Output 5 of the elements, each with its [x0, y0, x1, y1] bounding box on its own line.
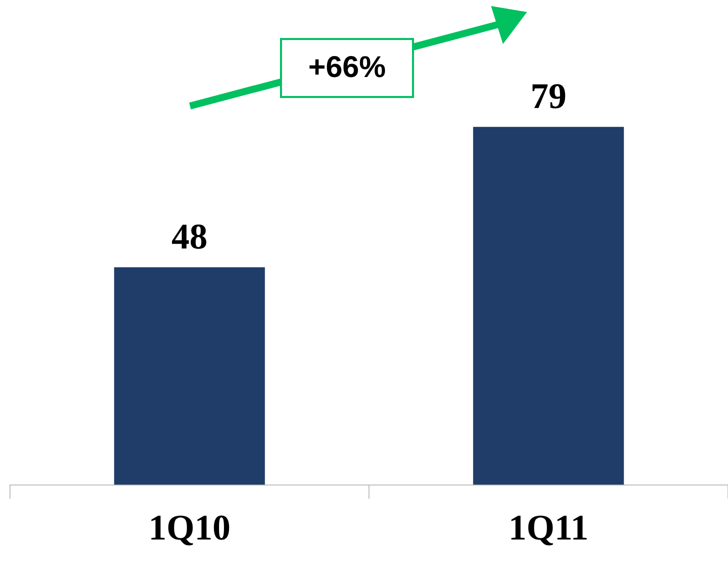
x-tick-label: 1Q10 — [148, 508, 231, 548]
data-label: 79 — [530, 76, 566, 116]
text: +66% — [280, 38, 414, 98]
x-tick-label: 1Q11 — [508, 508, 589, 548]
data-label: 48 — [172, 216, 208, 257]
